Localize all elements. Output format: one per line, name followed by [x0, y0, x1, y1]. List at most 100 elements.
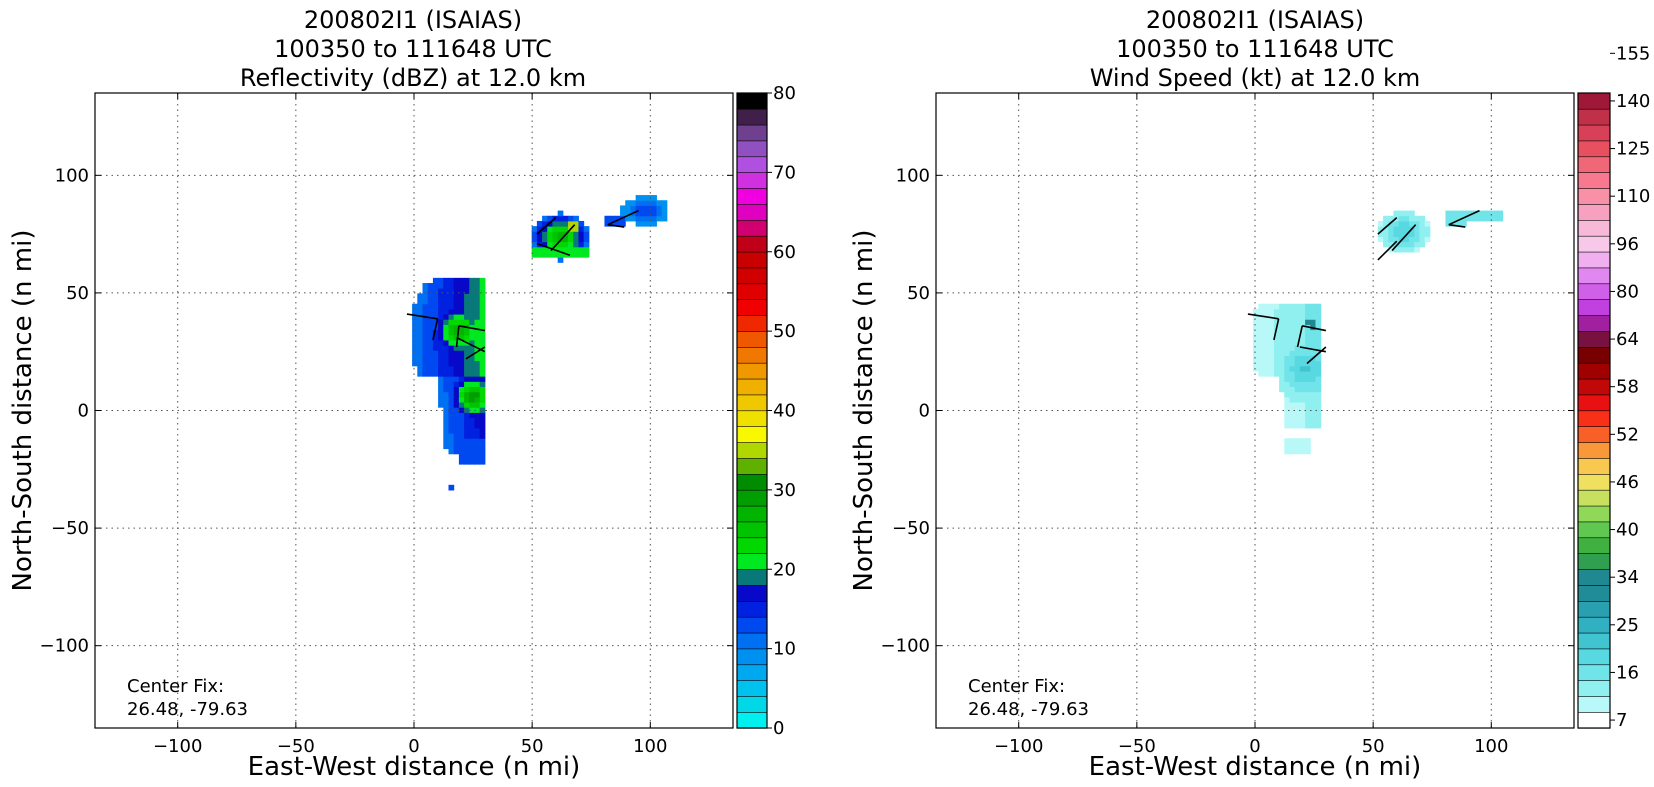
- data-cell: [1409, 210, 1415, 217]
- data-cell: [474, 438, 481, 444]
- y-tick-label: −50: [51, 518, 89, 539]
- data-cell: [1284, 303, 1290, 310]
- data-cell: [458, 396, 465, 403]
- data-cell: [469, 396, 475, 403]
- colorbar-tick-label: 60: [773, 242, 796, 263]
- data-cell: [453, 412, 460, 419]
- data-cell: [464, 319, 470, 325]
- data-cell: [1268, 365, 1275, 372]
- data-cell: [1273, 350, 1280, 356]
- colorbar-segment: [736, 172, 768, 189]
- data-cell: [474, 453, 481, 460]
- data-cell: [443, 324, 449, 331]
- data-cell: [474, 391, 481, 398]
- data-cell: [432, 293, 439, 300]
- data-cell: [1268, 370, 1275, 377]
- colorbar-segment: [736, 251, 768, 269]
- data-cell: [1299, 391, 1306, 398]
- colorbar-segment: [1577, 616, 1611, 634]
- data-cell: [614, 220, 621, 227]
- data-cell: [1253, 314, 1259, 320]
- data-cell: [438, 386, 444, 393]
- data-cell: [412, 355, 418, 362]
- data-cell: [1424, 236, 1431, 243]
- data-cell: [1310, 339, 1316, 346]
- colorbar-segment: [1577, 92, 1611, 110]
- data-cell: [479, 365, 486, 372]
- data-cell: [1294, 324, 1301, 331]
- colorbar-tick-label: 80: [1616, 281, 1639, 302]
- colorbar-segment: [736, 648, 768, 666]
- colorbar-tick-label: 46: [1616, 472, 1639, 493]
- data-cell: [427, 298, 434, 305]
- data-cell: [464, 314, 470, 320]
- colorbar-tick-label: 80: [773, 83, 796, 104]
- data-cell: [1377, 220, 1384, 227]
- data-cell: [479, 386, 486, 393]
- data-cell: [469, 438, 475, 444]
- data-cell: [469, 293, 475, 300]
- data-cell: [453, 308, 460, 315]
- colorbar-tick-label: 140: [1616, 91, 1650, 112]
- colorbar-segment: [736, 426, 768, 443]
- data-cell: [1289, 443, 1296, 450]
- data-cell: [1289, 407, 1296, 413]
- data-cell: [448, 298, 455, 305]
- data-cell: [458, 427, 465, 434]
- data-cell: [1310, 350, 1316, 356]
- y-tick-label: 0: [78, 401, 89, 422]
- data-cell: [1383, 220, 1389, 227]
- data-cell: [1419, 236, 1426, 243]
- data-cell: [427, 329, 434, 336]
- data-cell: [474, 329, 481, 336]
- data-cell: [1299, 443, 1306, 450]
- data-cell: [1294, 308, 1301, 315]
- data-cell: [1284, 412, 1290, 419]
- data-cell: [427, 370, 434, 377]
- data-cell: [469, 453, 475, 460]
- data-cell: [458, 345, 465, 351]
- data-cell: [458, 458, 465, 465]
- data-cell: [1289, 448, 1296, 455]
- data-cell: [1279, 376, 1285, 382]
- data-cell: [469, 386, 475, 393]
- colorbar-segment: [736, 235, 768, 253]
- data-cell: [1263, 370, 1270, 377]
- data-cell: [417, 350, 424, 356]
- data-cell: [417, 365, 424, 372]
- center-fix-annotation: 26.48, -79.63: [127, 699, 248, 720]
- data-cell: [417, 324, 424, 331]
- data-cell: [1299, 308, 1306, 315]
- data-cell: [1393, 220, 1400, 227]
- data-cell: [474, 319, 481, 325]
- data-cell: [1388, 215, 1394, 222]
- data-cell: [458, 381, 465, 388]
- data-cell: [453, 350, 460, 356]
- data-cell: [1294, 422, 1301, 429]
- data-cell: [432, 298, 439, 305]
- data-cell: [1315, 360, 1322, 367]
- colorbar-segment: [1577, 680, 1611, 697]
- data-cell: [1383, 241, 1389, 248]
- wind-barbs: [406, 209, 639, 360]
- data-cell: [1403, 215, 1410, 222]
- data-cell: [1393, 246, 1400, 253]
- data-cell: [453, 345, 460, 351]
- y-tick-label: 100: [896, 165, 930, 186]
- data-cell: [417, 329, 424, 336]
- data-cell: [469, 376, 475, 382]
- data-cell: [448, 427, 455, 434]
- data-cell: [1315, 345, 1322, 351]
- data-cell: [531, 241, 538, 248]
- data-cell: [479, 438, 486, 444]
- colorbar-tick-label: 30: [773, 480, 796, 501]
- colorbar-segment: [1577, 410, 1611, 427]
- data-cell: [443, 329, 449, 336]
- data-cell: [422, 370, 429, 377]
- data-cell: [464, 458, 470, 465]
- data-cell: [1403, 241, 1410, 248]
- data-cell: [479, 288, 486, 294]
- data-cell: [1263, 365, 1270, 372]
- data-cell: [432, 314, 439, 320]
- data-cell: [1450, 220, 1457, 227]
